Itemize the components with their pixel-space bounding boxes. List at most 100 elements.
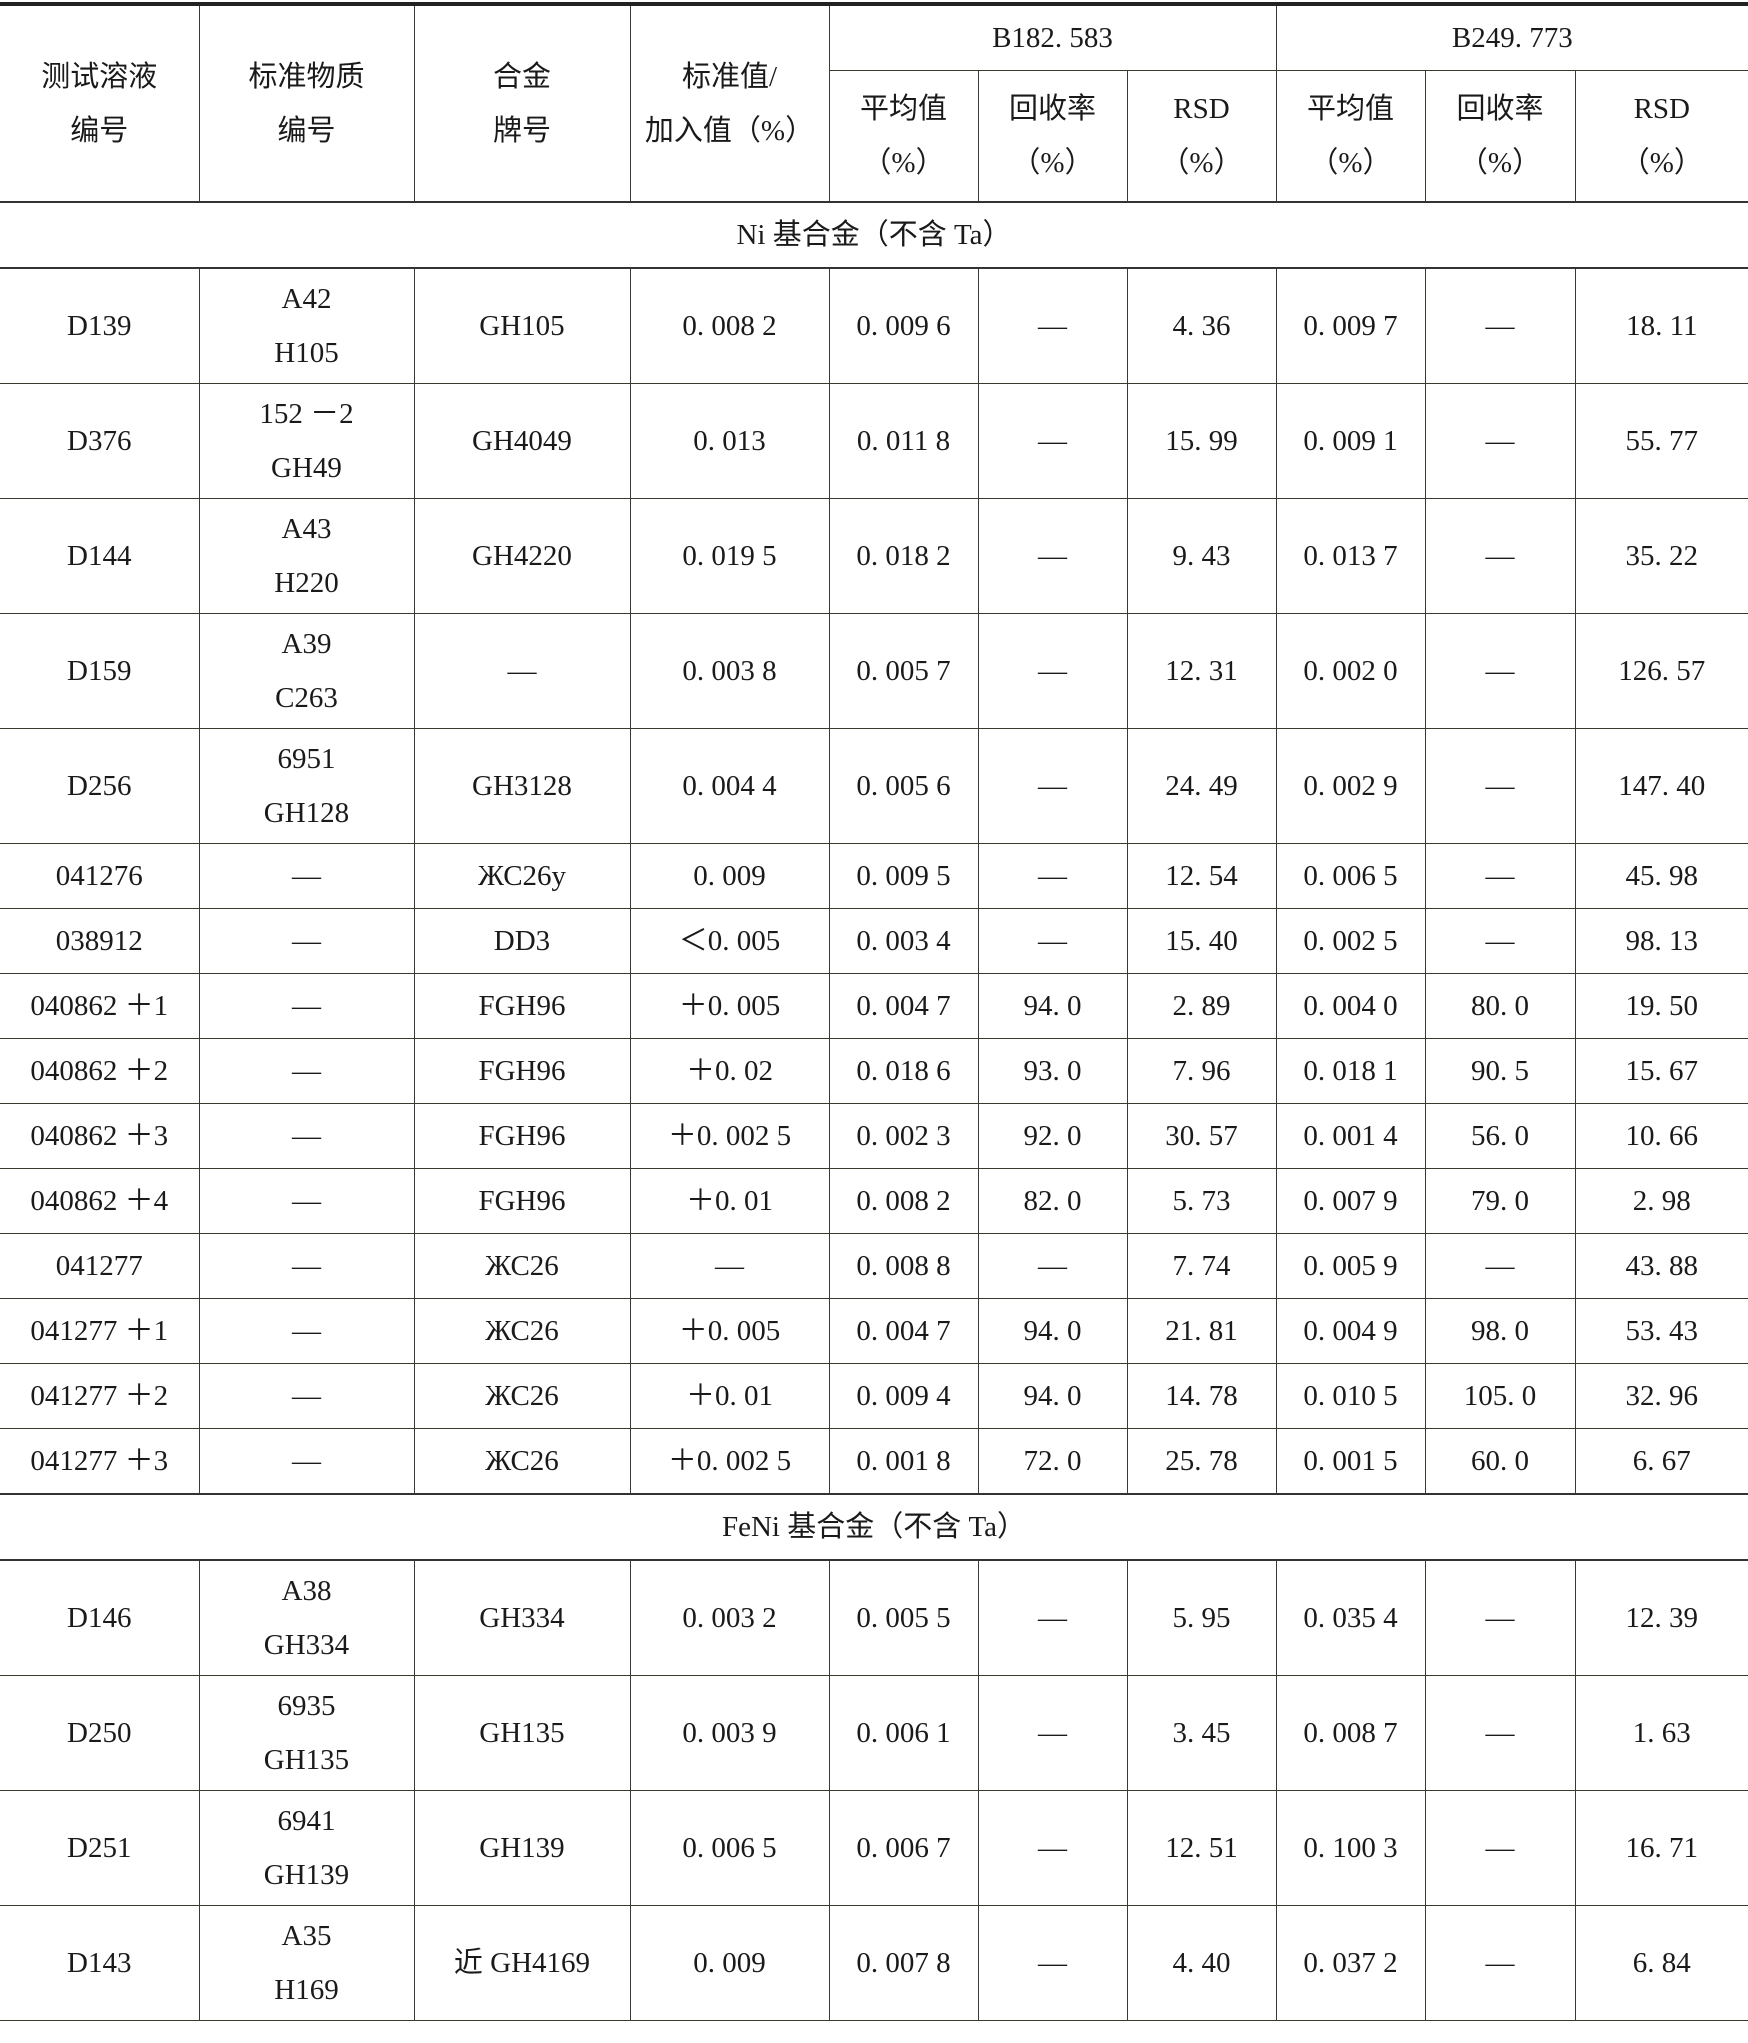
cell-recovery-2: 80. 0 [1424,973,1576,1039]
cell-mean-2: 0. 005 9 [1275,1233,1426,1299]
cell-rsd-2: 6. 67 [1574,1428,1748,1495]
cell-rsd-1: 7. 96 [1126,1038,1277,1104]
cell-mean-1: 0. 005 6 [828,728,979,844]
std-material-line: H169 [274,1974,339,2006]
header-sub-text: RSD [1173,93,1230,125]
cell-solution-no: D143 [0,1905,200,2021]
cell-rsd-1: 2. 89 [1126,973,1277,1039]
cell-rsd-2: 147. 40 [1574,728,1748,844]
table-row: D256 6951 GH128 GH3128 0. 004 4 0. 005 6—24. … [0,728,1748,844]
cell-std-material: — [198,843,415,909]
table-row: D376 152 －2 GH49 GH4049 0. 013 0. 011 8—15. 9… [0,383,1748,499]
cell-solution-no: D250 [0,1675,200,1791]
cell-rsd-1: 24. 49 [1126,728,1277,844]
cell-std-material: 6941 GH139 [198,1790,415,1906]
cell-mean-2: 0. 004 9 [1275,1298,1426,1364]
cell-recovery-1: — [977,613,1128,729]
cell-solution-no: 041276 [0,843,200,909]
header-line1: B182. 583 [828,2,1277,71]
std-material-line: A39 [281,628,332,660]
cell-mean-2: 0. 008 7 [1275,1675,1426,1791]
cell-solution-no: D146 [0,1559,200,1676]
header-mean-line1: 平均值 （%） [829,70,979,203]
cell-mean-1: 0. 004 7 [828,973,979,1039]
header-recovery-line1: 回收率 （%） [977,70,1128,203]
cell-solution-no: D256 [0,728,200,844]
header-alloy-grade-line-2: 牌号 [492,114,551,147]
cell-rsd-2: 18. 11 [1574,267,1748,384]
cell-recovery-1: 82. 0 [977,1168,1128,1234]
cell-alloy-grade: GH4049 [413,383,631,499]
header-std-material-no-line-2: 编号 [277,114,336,147]
cell-solution-no: D144 [0,498,200,614]
cell-mean-1: 0. 004 7 [828,1298,979,1364]
cell-std-material: — [198,1428,415,1495]
cell-mean-2: 0. 013 7 [1275,498,1426,614]
cell-std-material: — [198,1103,415,1169]
cell-mean-1: 0. 006 1 [828,1675,979,1791]
cell-rsd-1: 15. 99 [1126,383,1277,499]
table-row: D146 A38 GH334 GH334 0. 003 2 0. 005 5—5. 95 0… [0,1559,1748,1676]
cell-std-value: 0. 009 [629,843,830,909]
section-header: FeNi 基合金（不含 Ta） [0,1493,1748,1561]
cell-recovery-1: — [977,1233,1128,1299]
header-solution-no-line-1: 测试溶液 [41,60,158,93]
cell-rsd-2: 53. 43 [1574,1298,1748,1364]
cell-solution-no: D159 [0,613,200,729]
cell-mean-2: 0. 002 5 [1275,908,1426,974]
header-mean-line2: 平均值 （%） [1275,70,1426,203]
cell-recovery-2: 90. 5 [1424,1038,1576,1104]
cell-recovery-1: — [977,1905,1128,2021]
std-material-line: 6935 [277,1690,336,1722]
std-material-line: C263 [275,682,338,714]
table-row: 040862 ＋3 — FGH96 ＋0. 002 5 0. 002 3 92. 0 30.… [0,1103,1748,1169]
cell-mean-1: 0. 008 2 [828,1168,979,1234]
header-alloy-grade: 合金 牌号 [413,2,631,203]
section-title: FeNi 基合金（不含 Ta） [0,1493,1748,1561]
table-row: 041276— ЖС26у 0. 009 0. 009 5—12. 54 0. 006 … [0,843,1748,909]
cell-alloy-grade: GH334 [413,1559,631,1676]
cell-std-material: A35 H169 [198,1905,415,2021]
cell-mean-1: 0. 007 8 [828,1905,979,2021]
cell-alloy-grade: ЖС26у [413,843,631,909]
cell-mean-2: 0. 037 2 [1275,1905,1426,2021]
cell-recovery-1: — [977,1790,1128,1906]
table-row: 041277 ＋2 — ЖС26 ＋0. 01 0. 009 4 94. 0 14. 78 0… [0,1363,1748,1429]
cell-std-value: 0. 009 [629,1905,830,2021]
std-material-line: H220 [274,567,339,599]
cell-std-value: — [629,1233,830,1299]
cell-rsd-1: 25. 78 [1126,1428,1277,1495]
cell-mean-1: 0. 018 2 [828,498,979,614]
std-material-line: A35 [281,1920,332,1952]
cell-recovery-1: — [977,843,1128,909]
std-material-line: H105 [274,337,339,369]
cell-mean-1: 0. 009 4 [828,1363,979,1429]
cell-alloy-grade: — [413,613,631,729]
cell-mean-1: 0. 008 8 [828,1233,979,1299]
cell-std-value: ＋0. 01 [629,1168,830,1234]
cell-std-value: 0. 004 4 [629,728,830,844]
header-sub-text: （%） [1160,147,1243,179]
cell-std-value: ＋0. 02 [629,1038,830,1104]
cell-solution-no: D139 [0,267,200,384]
cell-rsd-1: 4. 40 [1126,1905,1277,2021]
cell-rsd-1: 7. 74 [1126,1233,1277,1299]
cell-recovery-2: — [1424,1790,1576,1906]
cell-recovery-2: 60. 0 [1424,1428,1576,1495]
cell-rsd-2: 98. 13 [1574,908,1748,974]
cell-alloy-grade: GH105 [413,267,631,384]
cell-recovery-1: — [977,728,1128,844]
table-row: D159 A39 C263—0. 003 8 0. 005 7—12. 31 0. 00… [0,613,1748,729]
cell-recovery-2: 98. 0 [1424,1298,1576,1364]
header-sub-text: （%） [1458,147,1542,179]
cell-std-value: 0. 003 2 [629,1559,830,1676]
cell-alloy-grade: FGH96 [413,973,631,1039]
cell-recovery-2: 105. 0 [1424,1363,1576,1429]
cell-mean-1: 0. 001 8 [828,1428,979,1495]
std-material-line: — [292,1185,321,1217]
header-rsd-line2: RSD （%） [1574,70,1748,203]
table-row: D143 A35 H169 近 GH4169 0. 009 0. 007 8—4. 40 0… [0,1905,1748,2021]
cell-std-material: — [198,908,415,974]
cell-recovery-1: — [977,383,1128,499]
